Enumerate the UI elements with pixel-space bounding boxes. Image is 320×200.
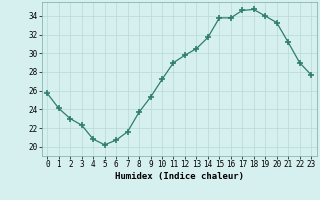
X-axis label: Humidex (Indice chaleur): Humidex (Indice chaleur) [115,172,244,181]
